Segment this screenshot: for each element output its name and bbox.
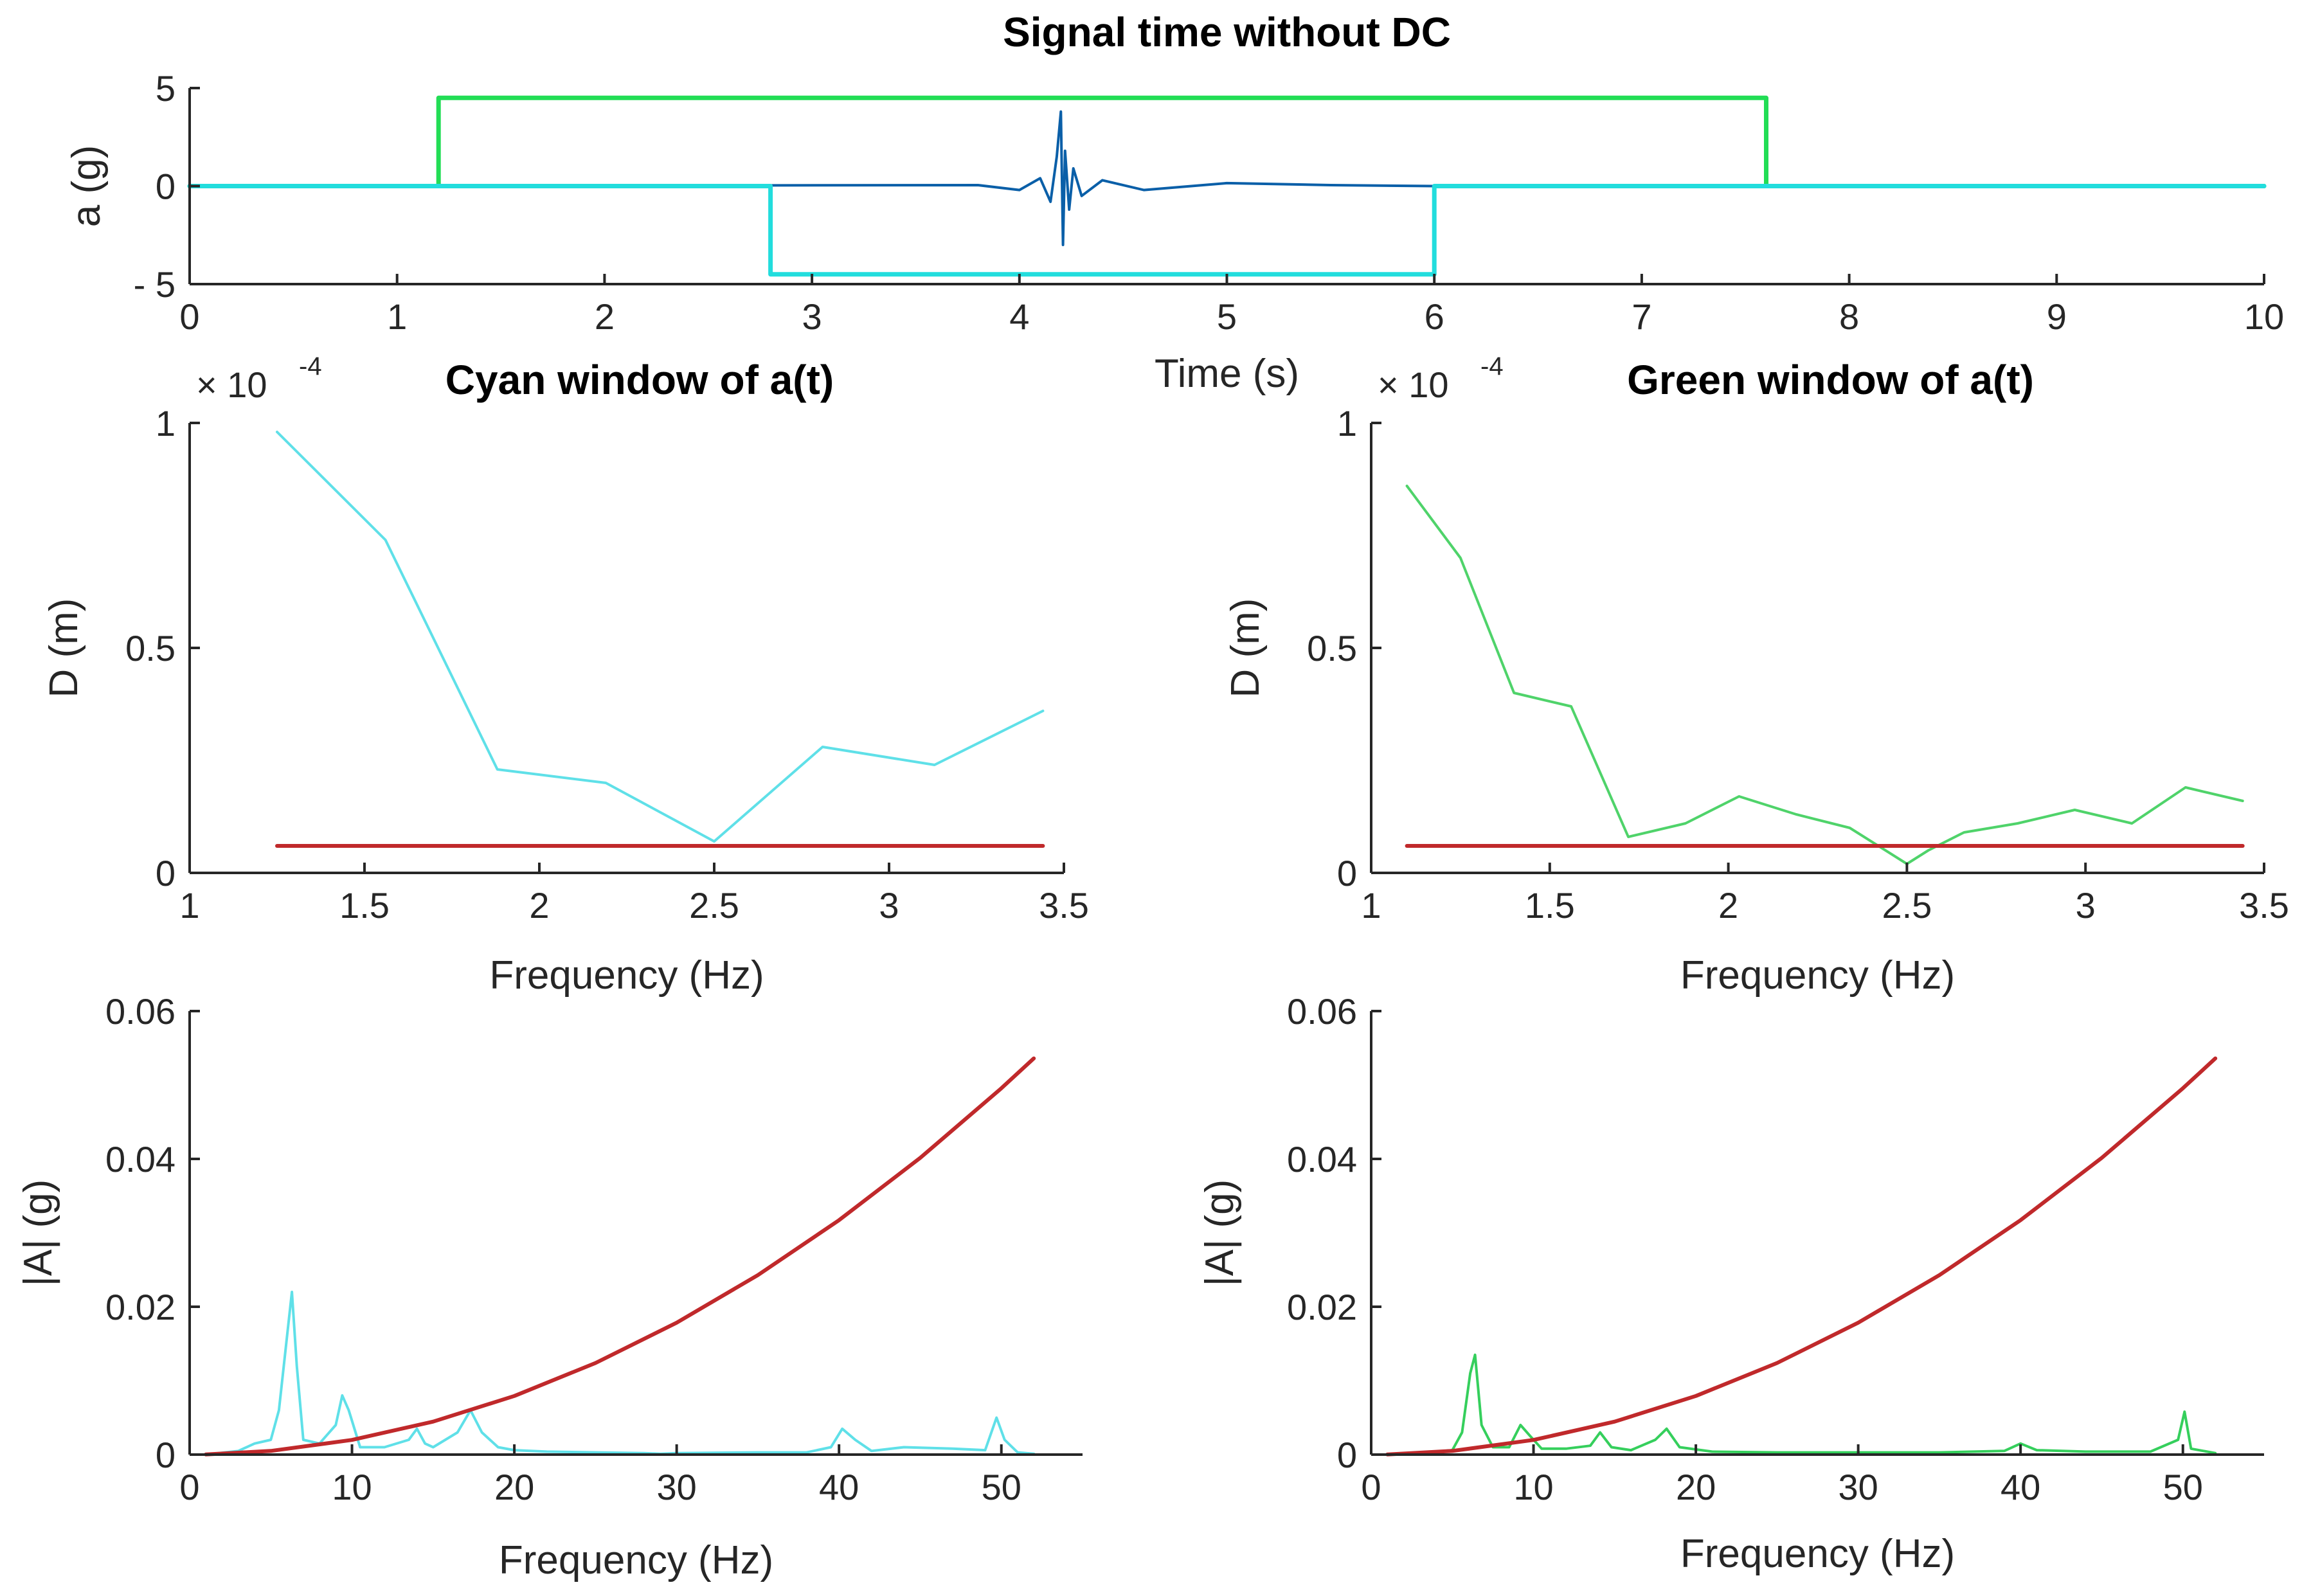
greenA-xtick-label: 10 (1513, 1467, 1553, 1507)
cyanA-x-axis-label: Frequency (Hz) (499, 1538, 773, 1583)
time-xtick-label: 4 (1009, 296, 1029, 337)
cyanA-axes: 0 10 20 30 40 50 0 0.02 0.04 0.06 Frequency (Hz) |A… (16, 991, 1083, 1583)
cyanD-title: Cyan window of a(t) (445, 357, 834, 403)
greenA-y-axis-label: |A| (g) (1198, 1179, 1242, 1287)
greenD-xtick-label: 3.5 (2239, 885, 2289, 926)
greenA-xtick-label: 20 (1676, 1467, 1716, 1507)
time-ytick-label: - 5 (134, 264, 175, 305)
greenD-ytick-label: 1 (1337, 403, 1357, 444)
time-xtick-label: 1 (387, 296, 407, 337)
time-ytick-label: 5 (156, 68, 175, 109)
time-series-0-line (188, 110, 2265, 246)
cyanD-y-axis-label: D (m) (42, 598, 86, 698)
greenD-axes: 1 1.5 2 2.5 3 3.5 0 0.5 1 Green window of a(t) Fre… (1223, 352, 2289, 998)
greenD-ytick-label: 0.5 (1307, 628, 1357, 668)
time-xtick-label: 5 (1217, 296, 1237, 337)
cyanA-xtick-label: 30 (656, 1467, 696, 1507)
cyanA-y-axis-label: |A| (g) (16, 1179, 60, 1287)
cyanD-y-multiplier: × 10 (196, 364, 267, 405)
time-y-axis-label: a (g) (64, 145, 109, 227)
cyanA-xtick-label: 20 (494, 1467, 534, 1507)
cyanA-ytick-label: 0.02 (105, 1287, 175, 1327)
time-xtick-label: 3 (802, 296, 822, 337)
cyanD-xtick-label: 1.5 (339, 885, 390, 926)
time-xtick-label: 8 (1839, 296, 1859, 337)
greenD-xtick-label: 2.5 (1882, 885, 1932, 926)
cyanA-ytick-label: 0 (156, 1435, 175, 1475)
greenD-xtick-label: 1 (1361, 885, 1381, 926)
greenD-y-axis-label: D (m) (1223, 598, 1268, 698)
greenD-y-multiplier: × 10 (1378, 364, 1449, 405)
cyanA-xtick-label: 50 (982, 1467, 1021, 1507)
greenD-ytick-label: 0 (1337, 853, 1357, 893)
time-x-axis-label: Time (s) (1155, 352, 1299, 396)
greenA-series-1-line (1385, 1056, 2218, 1457)
time-xtick-label: 0 (179, 296, 199, 337)
greenA-ytick-label: 0.02 (1287, 1287, 1357, 1327)
greenD-series-0-line (1405, 485, 2244, 865)
cyanD-y-multiplier-exponent: -4 (299, 352, 322, 381)
cyanD-ytick-label: 0 (156, 853, 175, 893)
cyanD-x-axis-label: Frequency (Hz) (489, 953, 764, 998)
time-xtick-label: 7 (1632, 296, 1651, 337)
cyanD-series-0-line (276, 431, 1045, 843)
cyanD-xtick-label: 3.5 (1039, 885, 1089, 926)
greenD-xtick-label: 1.5 (1525, 885, 1575, 926)
greenD-x-axis-label: Frequency (Hz) (1680, 953, 1955, 998)
greenA-xtick-label: 50 (2163, 1467, 2203, 1507)
greenD-xtick-label: 2 (1718, 885, 1738, 926)
greenA-series-0-line (1386, 1353, 2217, 1456)
greenD-xtick-label: 3 (2076, 885, 2096, 926)
cyanA-xtick-label: 10 (332, 1467, 372, 1507)
time-title: Signal time without DC (1003, 9, 1451, 55)
greenA-ytick-label: 0.04 (1287, 1139, 1357, 1179)
cyanD-xtick-label: 2.5 (689, 885, 739, 926)
time-ytick-label: 0 (156, 166, 175, 207)
greenA-xtick-label: 0 (1361, 1467, 1381, 1507)
cyanD-xtick-label: 2 (529, 885, 549, 926)
cyanD-xtick-label: 1 (179, 885, 199, 926)
cyanA-ytick-label: 0.04 (105, 1139, 175, 1179)
greenA-xtick-label: 30 (1838, 1467, 1878, 1507)
time-xtick-label: 9 (2047, 296, 2067, 337)
cyanA-xtick-label: 40 (819, 1467, 859, 1507)
cyanD-xtick-label: 3 (879, 885, 899, 926)
greenA-x-axis-label: Frequency (Hz) (1680, 1532, 1955, 1576)
greenA-xtick-label: 40 (2001, 1467, 2040, 1507)
greenD-title: Green window of a(t) (1627, 357, 2034, 403)
cyanD-axes: 1 1.5 2 2.5 3 3.5 0 0.5 1 Cyan window of a(t) Freq… (42, 352, 1089, 998)
cyanA-series-0-line (204, 1291, 1036, 1456)
greenD-y-multiplier-exponent: -4 (1480, 352, 1504, 381)
time-xtick-label: 10 (2244, 296, 2284, 337)
time-series-1-line (187, 95, 2267, 188)
greenA-axes: 0 10 20 30 40 50 0 0.02 0.04 0.06 Frequency (Hz) |A… (1198, 991, 2264, 1576)
time-xtick-label: 6 (1425, 296, 1444, 337)
cyanA-ytick-label: 0.06 (105, 991, 175, 1032)
time-xtick-label: 2 (595, 296, 615, 337)
time-series-2-line (187, 184, 2267, 277)
greenA-ytick-label: 0.06 (1287, 991, 1357, 1032)
cyanD-ytick-label: 0.5 (125, 628, 175, 668)
cyanD-ytick-label: 1 (156, 403, 175, 444)
greenA-ytick-label: 0 (1337, 1435, 1357, 1475)
cyanA-xtick-label: 0 (179, 1467, 199, 1507)
cyanA-series-1-line (204, 1056, 1036, 1457)
